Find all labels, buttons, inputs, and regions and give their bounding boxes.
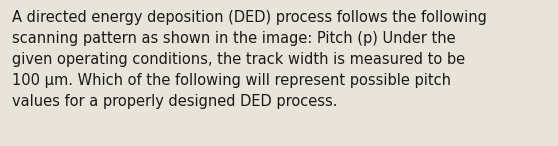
Text: A directed energy deposition (DED) process follows the following
scanning patter: A directed energy deposition (DED) proce… <box>12 10 487 109</box>
